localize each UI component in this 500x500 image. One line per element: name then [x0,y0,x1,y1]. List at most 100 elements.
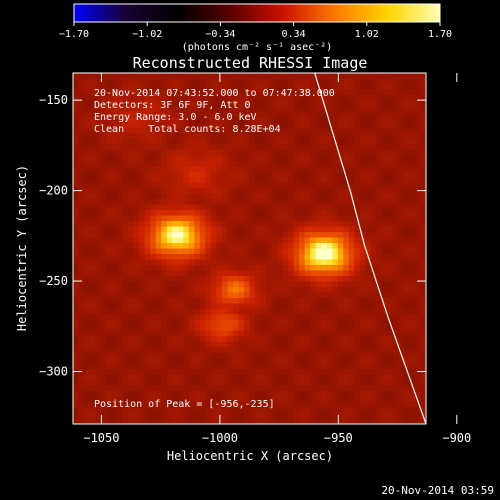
heatmap-pixel [249,83,256,90]
heatmap-pixel [343,83,350,90]
heatmap-pixel [365,380,372,387]
heatmap-pixel [409,100,416,107]
heatmap-pixel [255,73,261,79]
heatmap-pixel [155,314,162,321]
heatmap-pixel [403,385,410,392]
heatmap-pixel [271,127,278,134]
heatmap-pixel [376,149,383,156]
heatmap-pixel [376,380,383,387]
heatmap-pixel [177,83,184,90]
heatmap-pixel [95,347,101,354]
heatmap-pixel [155,127,162,134]
heatmap-pixel [199,319,206,326]
heatmap-pixel [420,330,426,337]
heatmap-pixel [343,341,350,348]
heatmap-pixel [343,319,350,326]
heatmap-pixel [271,232,278,238]
heatmap-pixel [205,155,212,162]
heatmap-pixel [299,188,306,195]
heatmap-pixel [232,116,239,123]
heatmap-pixel [78,177,85,184]
heatmap-pixel [387,385,394,392]
heatmap-pixel [337,83,344,90]
heatmap-pixel [249,275,256,282]
heatmap-pixel [210,149,217,156]
heatmap-pixel [161,160,168,167]
heatmap-pixel [370,89,377,96]
heatmap-pixel [232,281,239,288]
heatmap-pixel [403,171,410,178]
heatmap-pixel [403,232,410,238]
heatmap-pixel [73,418,79,424]
heatmap-pixel [398,402,405,408]
heatmap-pixel [205,127,212,134]
heatmap-pixel [337,149,344,156]
heatmap-pixel [133,133,140,140]
heatmap-pixel [409,237,416,244]
heatmap-pixel [343,418,350,424]
heatmap-pixel [122,248,129,255]
heatmap-pixel [277,297,283,304]
heatmap-pixel [188,358,195,365]
heatmap-pixel [337,396,344,403]
heatmap-pixel [414,144,421,151]
heatmap-pixel [221,221,228,227]
heatmap-pixel [266,89,272,96]
heatmap-pixel [304,221,311,227]
heatmap-pixel [216,380,223,387]
heatmap-pixel [414,385,421,392]
heatmap-pixel [210,248,217,255]
heatmap-pixel [84,210,90,216]
heatmap-pixel [84,226,90,233]
heatmap-pixel [84,111,90,118]
heatmap-pixel [359,226,366,233]
heatmap-pixel [271,380,278,387]
heatmap-pixel [243,89,250,96]
heatmap-pixel [365,166,372,173]
heatmap-pixel [255,78,261,85]
heatmap-pixel [150,308,157,315]
heatmap-pixel [310,259,317,266]
heatmap-pixel [310,308,317,315]
heatmap-pixel [100,89,107,96]
heatmap-pixel [144,226,151,233]
heatmap-pixel [409,188,416,195]
heatmap-pixel [354,83,361,90]
heatmap-pixel [166,243,173,249]
heatmap-pixel [326,73,333,79]
heatmap-pixel [315,413,322,419]
heatmap-pixel [343,226,350,233]
heatmap-pixel [238,270,245,277]
heatmap-pixel [111,325,118,332]
heatmap-pixel [365,116,372,123]
heatmap-pixel [155,253,162,260]
heatmap-pixel [365,248,372,255]
heatmap-pixel [227,232,234,238]
heatmap-pixel [133,127,140,134]
heatmap-pixel [392,111,399,118]
heatmap-pixel [133,363,140,370]
heatmap-pixel [166,297,173,304]
heatmap-pixel [304,369,311,376]
heatmap-pixel [260,286,267,293]
heatmap-pixel [216,94,223,101]
heatmap-pixel [414,221,421,227]
heatmap-pixel [183,177,190,184]
heatmap-pixel [282,341,289,348]
heatmap-pixel [337,319,344,326]
heatmap-pixel [84,155,90,162]
heatmap-pixel [194,160,201,167]
heatmap-pixel [271,182,278,189]
heatmap-pixel [359,259,366,266]
heatmap-pixel [78,380,85,387]
heatmap-pixel [232,314,239,321]
heatmap-pixel [326,116,333,123]
heatmap-pixel [321,385,328,392]
heatmap-pixel [243,325,250,332]
heatmap-pixel [282,237,289,244]
heatmap-pixel [155,237,162,244]
heatmap-pixel [299,303,306,310]
heatmap-pixel [133,149,140,156]
heatmap-pixel [420,281,426,288]
heatmap-pixel [282,188,289,195]
